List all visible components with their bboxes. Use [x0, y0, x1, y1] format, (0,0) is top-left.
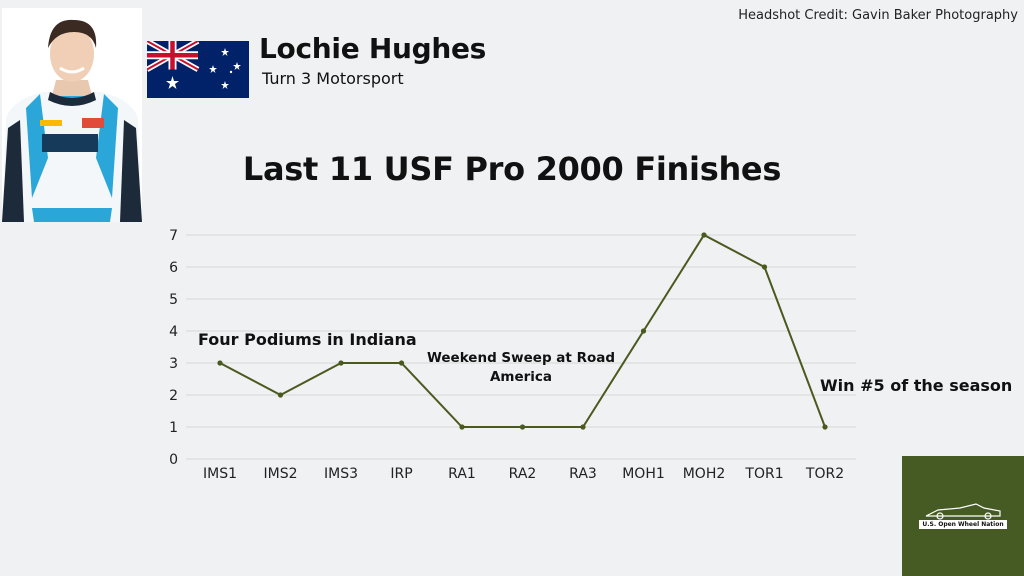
annotation-indiana: Four Podiums in Indiana	[198, 330, 417, 349]
y-tick-label: 1	[169, 420, 178, 436]
chart-title: Last 11 USF Pro 2000 Finishes	[242, 150, 782, 188]
data-points	[217, 232, 828, 430]
x-tick-label: RA3	[569, 466, 597, 482]
data-point	[398, 360, 405, 366]
data-point	[217, 360, 223, 366]
photo-credit: Headshot Credit: Gavin Baker Photography	[738, 8, 1018, 23]
data-point	[459, 424, 465, 430]
x-tick-label: IMS3	[324, 466, 358, 482]
x-tick-label: RA1	[448, 466, 476, 482]
y-tick-label: 0	[169, 452, 178, 468]
chart-gridlines	[186, 234, 856, 460]
annotation-road-america: Weekend Sweep at Road America	[426, 350, 616, 385]
data-point	[580, 424, 586, 430]
x-tick-label: IMS1	[203, 466, 237, 482]
australia-flag-icon	[145, 38, 249, 98]
x-tick-label: TOR2	[805, 466, 844, 482]
brand-logo-text: U.S. Open Wheel Nation	[919, 520, 1007, 529]
y-tick-label: 3	[169, 356, 178, 372]
x-tick-label: RA2	[509, 466, 537, 482]
x-tick-label: IRP	[390, 466, 412, 482]
data-point	[338, 360, 344, 366]
annotation-win: Win #5 of the season	[820, 376, 1013, 395]
data-point	[640, 328, 647, 334]
y-tick-label: 7	[169, 228, 178, 244]
data-point	[277, 392, 284, 398]
race-car-icon	[925, 503, 1001, 520]
data-point	[761, 264, 768, 270]
data-point	[519, 424, 526, 430]
brand-logo: U.S. Open Wheel Nation	[902, 456, 1024, 576]
y-tick-label: 4	[169, 324, 178, 340]
x-tick-label: IMS2	[263, 466, 297, 482]
x-tick-label: MOH1	[622, 466, 665, 482]
data-point	[701, 232, 707, 238]
driver-headshot-icon	[2, 8, 142, 222]
team-name: Turn 3 Motorsport	[262, 69, 404, 88]
x-axis-ticks: IMS1 IMS2 IMS3 IRP RA1 RA2 RA3 MOH1 MOH2 TOR1 TOR2	[203, 466, 844, 482]
driver-name: Lochie Hughes	[259, 32, 487, 65]
x-tick-label: TOR1	[744, 466, 783, 482]
y-axis-ticks: 0 1 2 3 4 5 6 7	[169, 228, 178, 468]
y-tick-label: 5	[169, 292, 178, 308]
data-point	[822, 424, 828, 430]
x-tick-label: MOH2	[683, 466, 726, 482]
y-tick-label: 6	[169, 260, 178, 276]
y-tick-label: 2	[169, 388, 178, 404]
